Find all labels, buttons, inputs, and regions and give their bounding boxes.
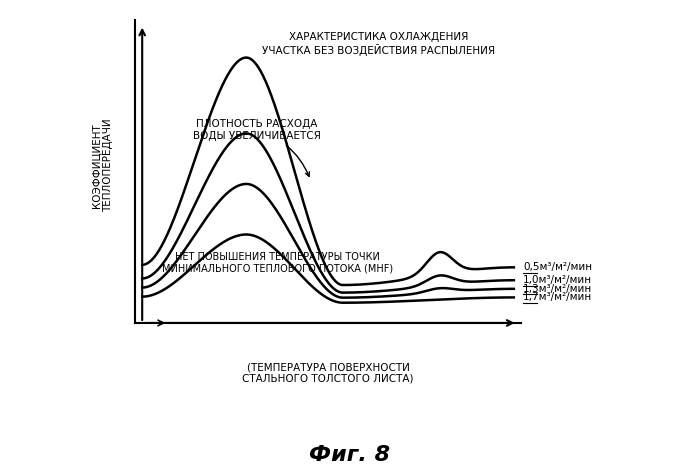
Text: (ТЕМПЕРАТУРА ПОВЕРХНОСТИ
СТАЛЬНОГО ТОЛСТОГО ЛИСТА): (ТЕМПЕРАТУРА ПОВЕРХНОСТИ СТАЛЬНОГО ТОЛСТ…	[243, 362, 414, 384]
Text: 1,3м³/м²/мин: 1,3м³/м²/мин	[523, 284, 592, 294]
Text: ХАРАКТЕРИСТИКА ОХЛАЖДЕНИЯ
УЧАСТКА БЕЗ ВОЗДЕЙСТВИЯ РАСПЫЛЕНИЯ: ХАРАКТЕРИСТИКА ОХЛАЖДЕНИЯ УЧАСТКА БЕЗ ВО…	[261, 32, 495, 56]
Text: НЕТ ПОВЫШЕНИЯ ТЕМПЕРАТУРЫ ТОЧКИ
МИНИМАЛЬНОГО ТЕПЛОВОГО ПОТОКА (MHF): НЕТ ПОВЫШЕНИЯ ТЕМПЕРАТУРЫ ТОЧКИ МИНИМАЛЬ…	[162, 252, 394, 273]
Text: Фиг. 8: Фиг. 8	[309, 445, 390, 465]
Text: 1,0м³/м²/мин: 1,0м³/м²/мин	[523, 275, 592, 285]
Text: 0,5м³/м²/мин: 0,5м³/м²/мин	[523, 262, 592, 272]
Text: ПЛОТНОСТЬ РАСХОДА
ВОДЫ УВЕЛИЧИВАЕТСЯ: ПЛОТНОСТЬ РАСХОДА ВОДЫ УВЕЛИЧИВАЕТСЯ	[193, 119, 320, 177]
Text: КОЭФФИЦИЕНТ
ТЕПЛОПЕРЕДАЧИ: КОЭФФИЦИЕНТ ТЕПЛОПЕРЕДАЧИ	[91, 119, 113, 212]
Text: 1,7м³/м²/мин: 1,7м³/м²/мин	[523, 292, 592, 303]
